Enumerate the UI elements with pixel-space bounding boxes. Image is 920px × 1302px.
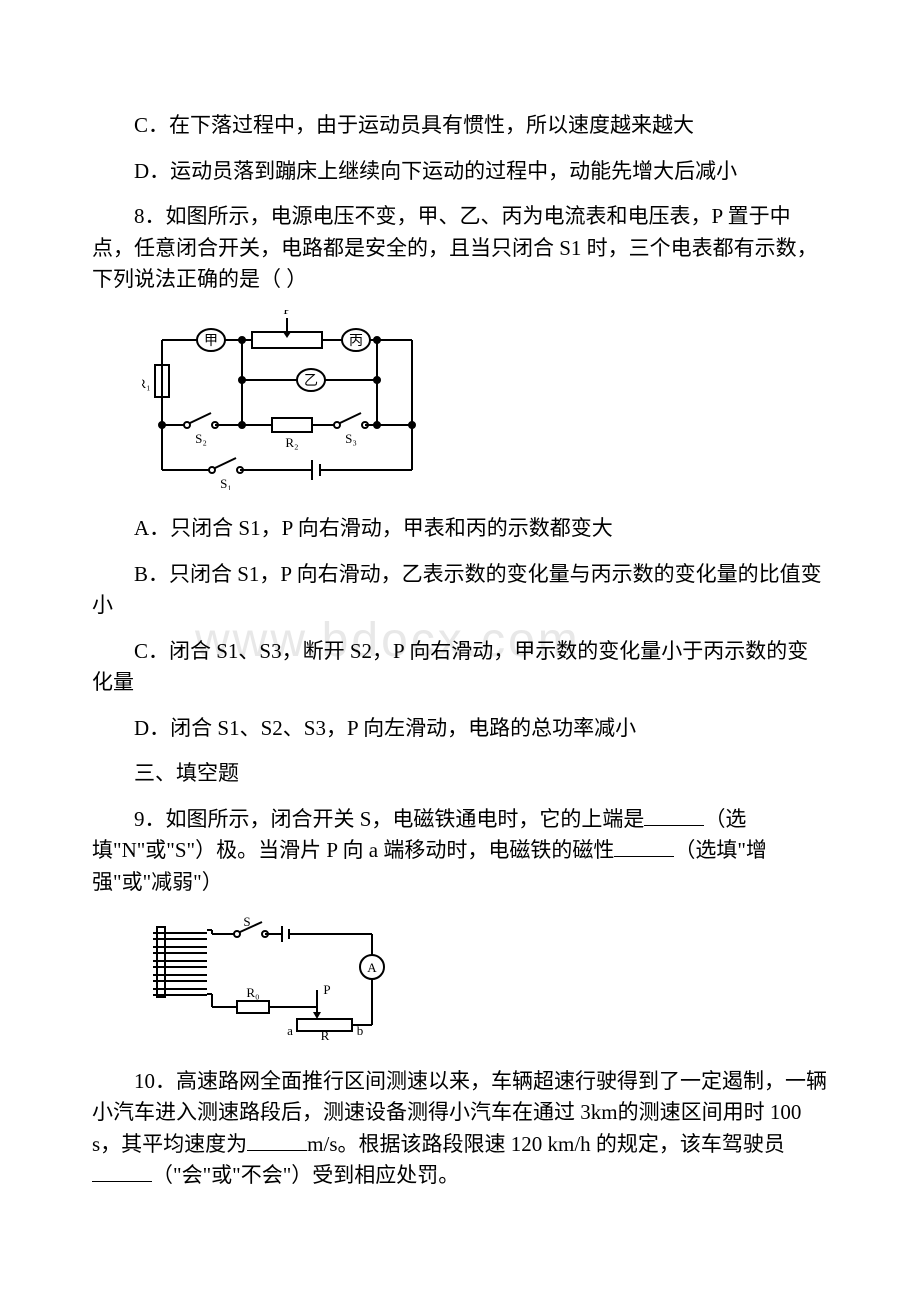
q8-circuit-svg: 甲 P 丙 R₁ 乙 S₂ R₂ S₃ S₁ <box>142 310 432 490</box>
svg-text:a: a <box>287 1023 293 1038</box>
svg-text:A: A <box>367 960 377 975</box>
q9-circuit-figure: SAR₀PabR <box>142 912 828 1052</box>
q9-blank-1 <box>644 805 704 826</box>
svg-text:P: P <box>323 982 330 997</box>
svg-text:P: P <box>283 310 290 317</box>
svg-text:R₁: R₁ <box>142 376 151 391</box>
svg-text:甲: 甲 <box>204 334 218 349</box>
q9-blank-2 <box>614 836 674 857</box>
q7-option-d: D．运动员落到蹦床上继续向下运动的过程中，动能先增大后减小 <box>92 156 828 188</box>
q9-circuit-svg: SAR₀PabR <box>142 912 392 1042</box>
q10-text-part3: （"会"或"不会"）受到相应处罚。 <box>152 1163 459 1187</box>
section-header-3: 三、填空题 <box>92 758 828 790</box>
svg-text:R: R <box>321 1028 330 1042</box>
q10-blank-2 <box>92 1161 152 1182</box>
q8-stem: 8．如图所示，电源电压不变，甲、乙、丙为电流表和电压表，P 置于中点，任意闭合开… <box>92 201 828 296</box>
q8-option-c: C．闭合 S1、S3，断开 S2，P 向右滑动，甲示数的变化量小于丙示数的变化量 <box>92 636 828 699</box>
q7-option-c: C．在下落过程中，由于运动员具有惯性，所以速度越来越大 <box>92 110 828 142</box>
q9-text-part1: 9．如图所示，闭合开关 S，电磁铁通电时，它的上端是 <box>134 807 644 831</box>
svg-text:S₂: S₂ <box>195 431 207 446</box>
q9-text: 9．如图所示，闭合开关 S，电磁铁通电时，它的上端是（选填"N"或"S"）极。当… <box>92 804 828 899</box>
q8-option-d: D．闭合 S1、S2、S3，P 向左滑动，电路的总功率减小 <box>92 713 828 745</box>
q10-text: 10．高速路网全面推行区间测速以来，车辆超速行驶得到了一定遏制，一辆小汽车进入测… <box>92 1066 828 1192</box>
svg-text:S: S <box>243 914 250 929</box>
q8-option-b: B．只闭合 S1，P 向右滑动，乙表示数的变化量与丙示数的变化量的比值变小 <box>92 559 828 622</box>
svg-text:S₃: S₃ <box>345 431 357 446</box>
svg-text:R₀: R₀ <box>246 985 259 1000</box>
page-content: C．在下落过程中，由于运动员具有惯性，所以速度越来越大 D．运动员落到蹦床上继续… <box>92 110 828 1192</box>
svg-text:S₁: S₁ <box>220 476 232 490</box>
q10-blank-1 <box>247 1130 307 1151</box>
q8-option-a: A．只闭合 S1，P 向右滑动，甲表和丙的示数都变大 <box>92 513 828 545</box>
svg-text:R₂: R₂ <box>285 435 298 450</box>
svg-text:丙: 丙 <box>349 334 363 349</box>
q10-text-part2: m/s。根据该路段限速 120 km/h 的规定，该车驾驶员 <box>307 1132 785 1156</box>
svg-text:乙: 乙 <box>304 373 318 389</box>
q8-circuit-figure: 甲 P 丙 R₁ 乙 S₂ R₂ S₃ S₁ <box>142 310 828 500</box>
